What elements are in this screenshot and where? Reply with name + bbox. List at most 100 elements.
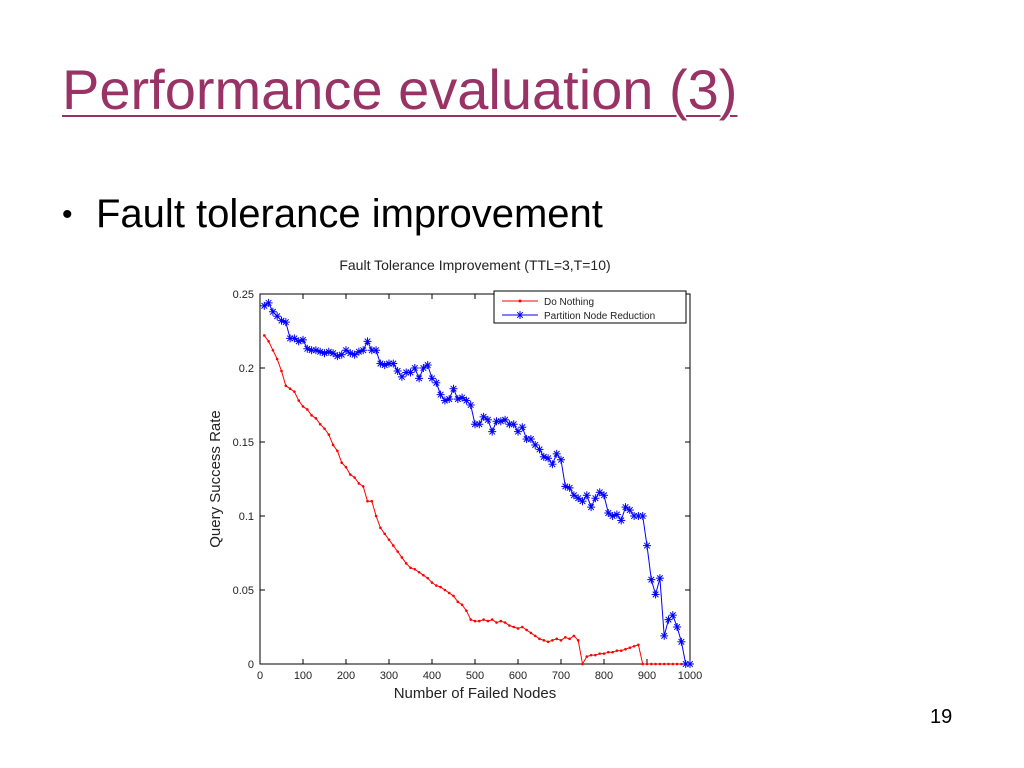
series-point-1 xyxy=(668,611,677,620)
series-point-1 xyxy=(531,440,540,449)
x-tick-label: 400 xyxy=(423,670,441,682)
series-point-0 xyxy=(409,566,412,570)
series-point-1 xyxy=(290,334,299,343)
series-point-1 xyxy=(625,506,634,515)
series-point-0 xyxy=(490,618,494,621)
series-point-0 xyxy=(542,639,546,642)
series-point-0 xyxy=(671,662,675,666)
series-point-0 xyxy=(658,662,662,666)
series-point-0 xyxy=(594,653,597,657)
series-point-1 xyxy=(449,384,458,393)
series-point-0 xyxy=(447,591,451,595)
series-point-1 xyxy=(389,359,398,368)
series-point-0 xyxy=(529,631,533,635)
series-point-0 xyxy=(551,639,554,642)
series-point-0 xyxy=(615,649,619,652)
slide-title: Performance evaluation (3) xyxy=(62,58,738,121)
series-point-0 xyxy=(344,465,348,469)
series-point-0 xyxy=(263,334,266,337)
series-point-1 xyxy=(432,378,441,387)
series-point-1 xyxy=(535,445,544,454)
series-point-0 xyxy=(538,637,541,641)
series-point-1 xyxy=(591,494,600,503)
series-point-0 xyxy=(465,609,468,613)
series-point-0 xyxy=(387,538,391,541)
series-point-1 xyxy=(638,512,647,520)
series-point-1 xyxy=(557,455,565,464)
series-point-1 xyxy=(299,335,307,344)
y-tick-label: 0.05 xyxy=(233,585,254,597)
series-point-1 xyxy=(445,395,454,404)
chart-title: Fault Tolerance Improvement (TTL=3,T=10) xyxy=(339,257,610,273)
series-point-0 xyxy=(473,619,477,623)
series-point-0 xyxy=(327,433,331,436)
series-point-0 xyxy=(645,662,649,666)
chart-svg: Fault Tolerance Improvement (TTL=3,T=10)… xyxy=(207,257,702,702)
series-point-1 xyxy=(544,454,553,463)
series-point-1 xyxy=(423,361,432,370)
series-point-1 xyxy=(419,364,428,372)
series-point-0 xyxy=(624,647,627,651)
series-point-0 xyxy=(486,619,490,623)
series-point-1 xyxy=(673,623,682,631)
series-point-0 xyxy=(280,369,283,373)
series-point-0 xyxy=(533,634,537,638)
series-point-1 xyxy=(475,420,484,429)
x-tick-label: 100 xyxy=(294,670,312,682)
legend-box xyxy=(493,290,687,324)
page-number: 19 xyxy=(930,706,953,728)
series-point-1 xyxy=(565,483,574,492)
series-point-0 xyxy=(301,405,305,408)
series-point-1 xyxy=(363,337,372,346)
series-point-0 xyxy=(469,618,473,621)
series-point-0 xyxy=(559,639,563,642)
series-point-1 xyxy=(479,412,488,421)
series-point-1 xyxy=(281,318,290,327)
y-tick-label: 0.15 xyxy=(233,437,254,449)
series-point-1 xyxy=(359,346,368,355)
series-point-1 xyxy=(578,497,587,506)
series-point-1 xyxy=(617,516,626,525)
series-point-1 xyxy=(552,449,561,458)
series-point-0 xyxy=(589,653,593,657)
series-line-0 xyxy=(263,335,690,666)
series-point-0 xyxy=(349,473,352,476)
series-point-1 xyxy=(587,503,596,512)
series-point-0 xyxy=(404,562,408,565)
series-point-0 xyxy=(512,625,515,629)
series-point-0 xyxy=(482,618,485,621)
series-point-0 xyxy=(422,573,425,577)
series-point-0 xyxy=(675,662,679,666)
series-point-1 xyxy=(415,374,424,383)
series-point-1 xyxy=(260,301,269,310)
line-chart: Fault Tolerance Improvement (TTL=3,T=10)… xyxy=(190,246,720,710)
series-point-0 xyxy=(323,427,326,430)
series-point-0 xyxy=(340,461,343,465)
series-point-0 xyxy=(288,387,292,391)
series-point-0 xyxy=(667,662,670,666)
series-point-0 xyxy=(602,652,606,655)
series-point-0 xyxy=(585,655,589,658)
series-point-0 xyxy=(576,639,580,642)
series-point-0 xyxy=(662,662,666,666)
series-point-0 xyxy=(400,556,404,559)
series-point-1 xyxy=(643,541,651,550)
series-line-1 xyxy=(264,302,690,665)
series-point-1 xyxy=(526,435,535,444)
series-point-0 xyxy=(572,634,576,638)
series-point-0 xyxy=(353,476,356,479)
series-point-0 xyxy=(370,499,374,503)
series-point-0 xyxy=(637,643,640,647)
legend-label-0: Do Nothing xyxy=(544,297,594,308)
series-point-0 xyxy=(297,399,300,402)
series-point-0 xyxy=(607,650,610,654)
series-point-1 xyxy=(342,346,350,355)
series-point-1 xyxy=(453,395,462,404)
series-point-0 xyxy=(306,408,309,411)
series-point-1 xyxy=(604,509,613,518)
series-point-1 xyxy=(466,401,475,409)
series-point-0 xyxy=(521,625,524,629)
series-point-0 xyxy=(366,499,369,503)
legend-marker-0 xyxy=(518,299,522,303)
series-point-0 xyxy=(611,650,614,654)
